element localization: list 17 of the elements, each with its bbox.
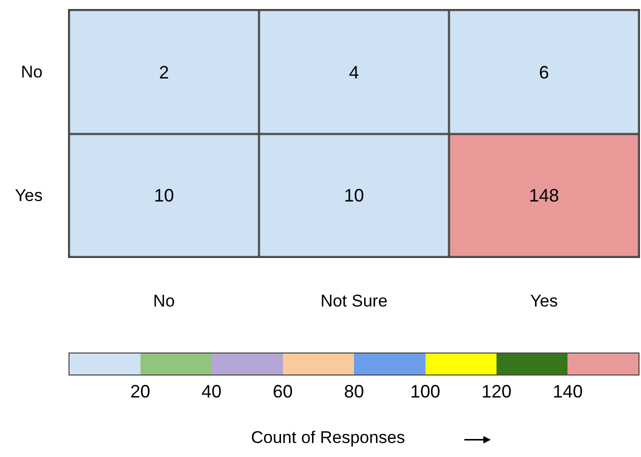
color-bar-label: 100 bbox=[410, 382, 440, 402]
data-label: 10 bbox=[154, 185, 174, 206]
color-bar-label: 80 bbox=[344, 382, 364, 402]
color-bar-label: 20 bbox=[130, 382, 150, 402]
color-bar-label: 40 bbox=[201, 382, 222, 402]
data-label: 2 bbox=[158, 62, 170, 82]
color-bar-label: 60 bbox=[272, 382, 293, 402]
color-bar-title: Count of Responses bbox=[251, 428, 406, 447]
data-label: 10 bbox=[344, 185, 364, 206]
x-tick-label: Not Sure bbox=[320, 291, 388, 310]
color-bar-label: 120 bbox=[481, 382, 512, 402]
color-bar-label: 140 bbox=[552, 382, 583, 402]
data-label: 148 bbox=[528, 185, 560, 206]
x-tick-label: No bbox=[153, 291, 175, 310]
data-label: 6 bbox=[538, 62, 550, 82]
x-tick-label: Yes bbox=[530, 291, 558, 310]
data-label: 4 bbox=[348, 62, 360, 82]
